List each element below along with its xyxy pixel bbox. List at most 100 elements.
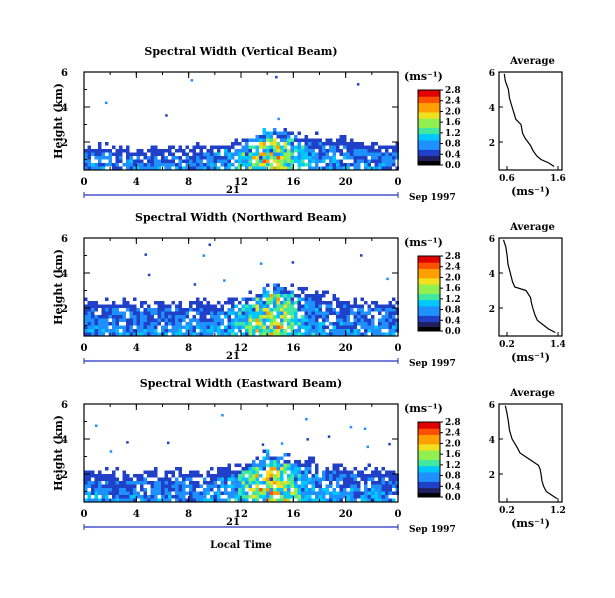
heatmap-cell xyxy=(371,474,375,478)
heatmap-cell xyxy=(98,318,102,322)
heatmap-cell xyxy=(150,498,154,502)
heatmap-cell xyxy=(266,297,270,301)
panel-title: Spectral Width (Northward Beam) xyxy=(135,211,347,224)
heatmap-cell xyxy=(227,156,231,160)
heatmap-cell xyxy=(388,145,392,149)
heatmap-cell xyxy=(304,491,308,495)
heatmap-cell xyxy=(371,156,375,160)
heatmap-cell xyxy=(224,467,228,471)
heatmap-cell xyxy=(122,484,126,488)
heatmap-cell xyxy=(224,332,228,336)
heatmap-cell xyxy=(189,484,193,488)
heatmap-cell xyxy=(367,463,371,467)
heatmap-cell xyxy=(255,159,259,163)
heatmap-cell xyxy=(217,325,221,329)
heatmap-cell xyxy=(140,484,144,488)
heatmap-cell xyxy=(157,481,161,485)
heatmap-cell xyxy=(147,159,151,163)
heatmap-cell xyxy=(175,477,179,481)
heatmap-cell xyxy=(140,163,144,167)
heatmap-cell xyxy=(119,166,123,170)
heatmap-cell xyxy=(346,477,350,481)
heatmap-cell xyxy=(150,149,154,153)
heatmap-cell xyxy=(241,318,245,322)
heatmap-cell xyxy=(259,474,263,478)
heatmap-cell xyxy=(189,159,193,163)
average-title: Average xyxy=(509,222,555,233)
heatmap-cell xyxy=(294,332,298,336)
colorbar-tick-label: 2.4 xyxy=(445,429,461,439)
heatmap-cell xyxy=(199,491,203,495)
heatmap-cell xyxy=(91,491,95,495)
heatmap-cell xyxy=(136,495,140,499)
avg-x-tick-label: 0.2 xyxy=(499,340,515,350)
heatmap-cell xyxy=(192,163,196,167)
heatmap-cell xyxy=(122,498,126,502)
heatmap-cell xyxy=(182,311,186,315)
heatmap-cell xyxy=(360,308,364,312)
heatmap-cell xyxy=(273,498,277,502)
heatmap-cell xyxy=(381,477,385,481)
heatmap-cell xyxy=(112,481,116,485)
heatmap-cell xyxy=(175,484,179,488)
y-tick-label: 6 xyxy=(61,234,68,245)
heatmap-cell xyxy=(332,463,336,467)
heatmap-cell xyxy=(392,325,396,329)
heatmap-cell xyxy=(192,488,196,492)
heatmap-cell xyxy=(259,138,263,142)
heatmap-cell xyxy=(168,495,172,499)
heatmap-cell xyxy=(336,481,340,485)
heatmap-cell xyxy=(115,491,119,495)
heatmap-cell xyxy=(371,152,375,156)
heatmap-cell xyxy=(175,311,179,315)
heatmap-cell xyxy=(241,484,245,488)
heatmap-cell xyxy=(283,318,287,322)
heatmap-cell xyxy=(105,318,109,322)
heatmap-cell xyxy=(329,301,333,305)
heatmap-cell xyxy=(87,156,91,160)
heatmap-cell xyxy=(133,481,137,485)
heatmap-cell xyxy=(248,325,252,329)
heatmap-cell xyxy=(343,166,347,170)
heatmap-cell xyxy=(199,308,203,312)
heatmap-cell xyxy=(353,329,357,333)
heatmap-cell xyxy=(245,477,249,481)
heatmap-cell xyxy=(245,142,249,146)
heatmap-cell xyxy=(108,484,112,488)
heatmap-cell xyxy=(133,491,137,495)
heatmap-cell xyxy=(287,484,291,488)
heatmap-cell xyxy=(266,456,270,460)
heatmap-cell xyxy=(311,159,315,163)
heatmap-cell xyxy=(297,145,301,149)
heatmap-cell xyxy=(276,463,280,467)
heatmap-cell xyxy=(175,318,179,322)
heatmap-cell xyxy=(175,304,179,308)
heatmap-cell xyxy=(273,145,277,149)
colorbar-frame xyxy=(417,89,441,166)
heatmap-cell xyxy=(206,488,210,492)
heatmap-cell xyxy=(318,332,322,336)
heatmap-cell xyxy=(350,491,354,495)
heatmap-cell xyxy=(227,498,231,502)
heatmap-cell xyxy=(273,488,277,492)
heatmap-cell xyxy=(339,322,343,326)
colorbar-tick-label: 2.0 xyxy=(445,439,461,449)
heatmap-cell xyxy=(196,474,200,478)
heatmap-cell xyxy=(329,138,333,142)
heatmap-cell xyxy=(161,484,165,488)
heatmap-cell xyxy=(301,315,305,319)
heatmap-cell xyxy=(276,283,280,287)
heatmap-cell xyxy=(297,163,301,167)
heatmap-cell xyxy=(294,308,298,312)
heatmap-cell xyxy=(224,470,228,474)
heatmap-cell xyxy=(283,481,287,485)
heatmap-cell xyxy=(392,484,396,488)
heatmap-cell xyxy=(217,308,221,312)
heatmap-cell xyxy=(143,163,147,167)
heatmap-cell xyxy=(332,325,336,329)
heatmap-cell xyxy=(266,329,270,333)
heatmap-cell xyxy=(98,484,102,488)
heatmap-cell xyxy=(255,474,259,478)
heatmap-cell xyxy=(115,308,119,312)
heatmap-cell xyxy=(238,463,242,467)
